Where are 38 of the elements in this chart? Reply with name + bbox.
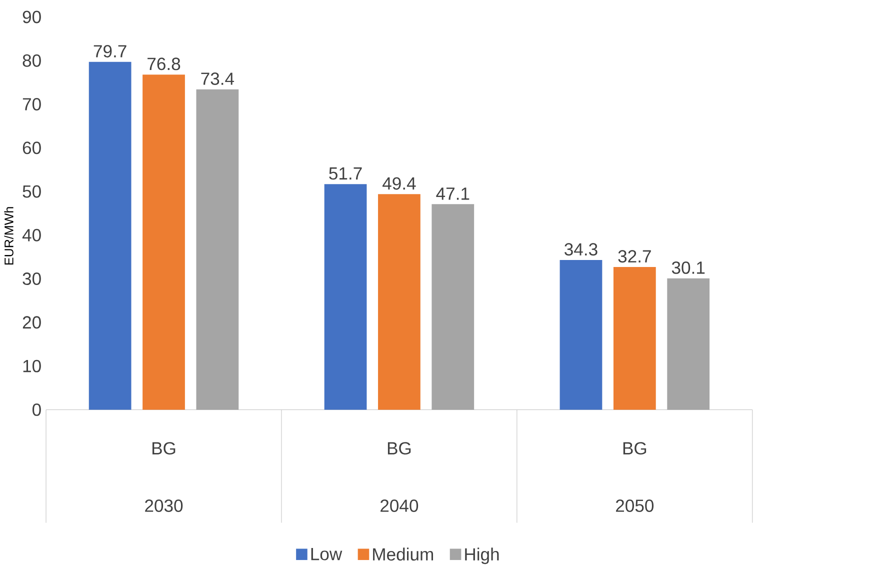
bar: [667, 278, 710, 410]
y-tick-label: 30: [22, 272, 41, 286]
text: BG: [388, 442, 411, 455]
y-axis-title: EUR/MWh: [4, 207, 14, 265]
y-tick-label: 40: [22, 229, 41, 242]
data-label: 76.8: [148, 58, 180, 70]
text: BG: [152, 442, 176, 455]
legend-label: High: [465, 548, 499, 564]
bar: [196, 90, 239, 410]
data-label: 79.7: [94, 45, 126, 58]
y-tick-label: 80: [22, 54, 41, 68]
data-label: 51.7: [329, 168, 362, 180]
bar: [613, 267, 656, 410]
data-label: 32.7: [618, 250, 651, 263]
legend-label: Medium: [373, 548, 434, 561]
y-tick-label: 70: [22, 98, 41, 111]
bar: [560, 260, 602, 410]
y-tick-label: 60: [22, 142, 41, 154]
x-tick-label: 2030: [145, 500, 183, 512]
y-tick-label: 0: [32, 404, 41, 416]
bar: [142, 74, 185, 410]
data-label: 34.3: [564, 243, 598, 256]
data-label: 47.1: [436, 188, 470, 200]
y-tick-label: 90: [22, 10, 41, 24]
y-tick-label: 10: [23, 360, 41, 372]
data-label: 73.4: [201, 72, 234, 86]
y-tick-label: 20: [22, 316, 41, 329]
bar: [324, 184, 367, 410]
text: BG: [623, 442, 646, 455]
data-label: 30.1: [672, 262, 705, 274]
y-tick-label: 50: [22, 185, 41, 198]
legend-label: Low: [311, 548, 342, 560]
bar: [88, 62, 132, 410]
bar: [432, 204, 474, 410]
data-label: 49.4: [382, 177, 416, 190]
bar: [378, 194, 420, 410]
x-tick-label: 2040: [380, 500, 418, 512]
x-tick-label: 2050: [616, 500, 654, 512]
